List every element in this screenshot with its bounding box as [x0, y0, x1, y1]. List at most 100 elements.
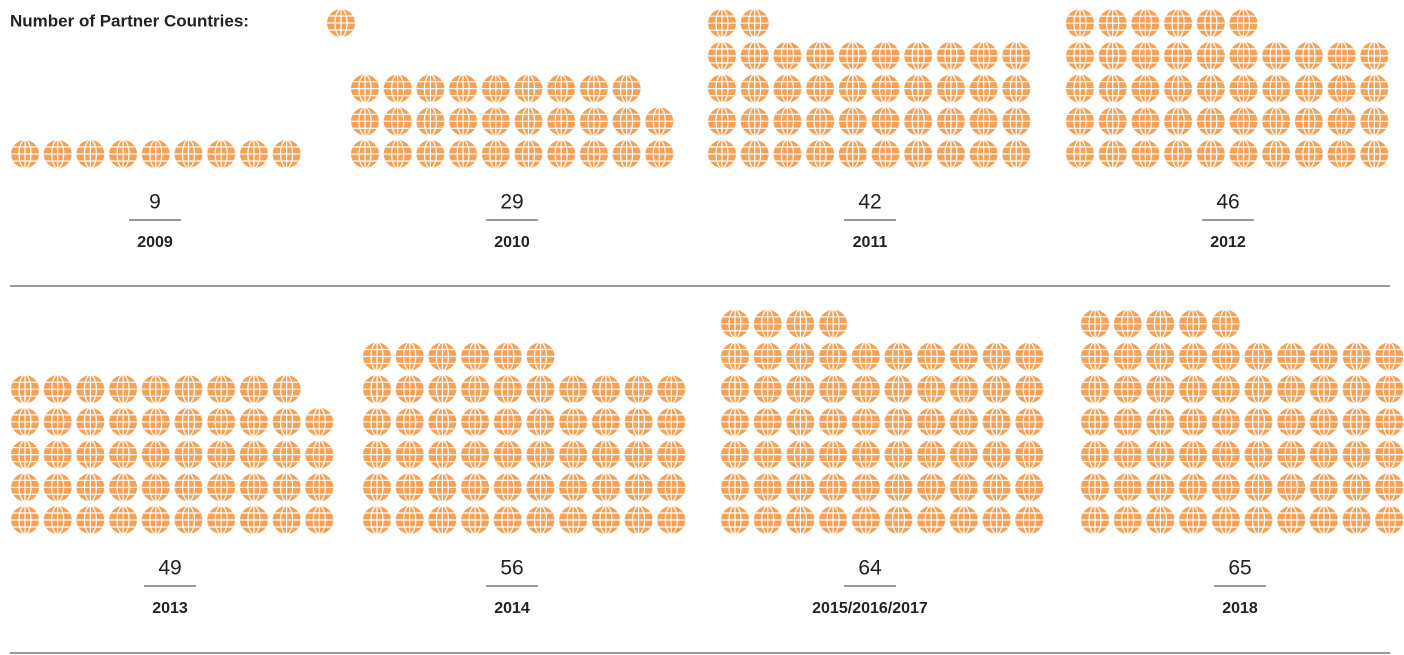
globe [1228, 8, 1259, 38]
globe [1196, 8, 1226, 38]
globe [43, 374, 73, 404]
globe [785, 407, 816, 437]
globe [656, 440, 686, 470]
globe [1276, 341, 1306, 372]
globe [1098, 106, 1128, 136]
globe [272, 374, 302, 404]
globe [611, 106, 642, 136]
globe [753, 341, 783, 372]
globe [1113, 440, 1143, 470]
globe [981, 440, 1012, 470]
globe [350, 106, 380, 136]
globe [1098, 73, 1128, 104]
globe [481, 139, 511, 169]
globe [1163, 8, 1193, 38]
globe [591, 440, 621, 470]
globe [591, 407, 621, 437]
globe [1001, 139, 1031, 169]
globe [1080, 407, 1110, 437]
year-label: 2009 [137, 234, 173, 251]
globe [239, 407, 269, 437]
year-label: 2015/2016/2017 [812, 600, 928, 617]
globe [1326, 73, 1357, 104]
globe [239, 374, 269, 404]
globe [707, 41, 737, 71]
globe [1294, 139, 1324, 169]
globe [1374, 341, 1404, 372]
globe [1341, 374, 1372, 404]
globe [1326, 139, 1357, 169]
globe [304, 472, 334, 502]
globe [1261, 73, 1291, 104]
globe [1309, 505, 1339, 535]
globe [493, 341, 523, 372]
globe [707, 73, 737, 104]
globe [427, 440, 457, 470]
globe [415, 139, 445, 169]
globe [851, 440, 881, 470]
globe [513, 73, 544, 104]
globe [1341, 505, 1372, 535]
globe [1196, 41, 1226, 71]
globe [1130, 8, 1161, 38]
year-label: 2012 [1210, 234, 1246, 251]
globe [883, 341, 914, 372]
globe [1261, 139, 1291, 169]
globe [1178, 440, 1208, 470]
globe [936, 41, 966, 71]
globe [903, 73, 933, 104]
globe [108, 374, 138, 404]
globe [936, 139, 966, 169]
globe [981, 472, 1012, 502]
globe [1341, 341, 1372, 372]
globe [916, 505, 946, 535]
globe [883, 472, 914, 502]
globe [720, 407, 750, 437]
globe [1145, 440, 1176, 470]
year-label: 2018 [1222, 600, 1258, 617]
globe [173, 505, 204, 535]
globe [239, 505, 269, 535]
globe [838, 106, 868, 136]
count-label: 65 [1228, 557, 1251, 580]
globe [772, 41, 803, 71]
globe [623, 407, 654, 437]
globe [818, 505, 848, 535]
globe [43, 407, 73, 437]
globe [272, 407, 302, 437]
globe [1309, 407, 1339, 437]
globe [108, 440, 138, 470]
globe [460, 505, 490, 535]
globe [968, 73, 999, 104]
globe [1178, 505, 1208, 535]
globe [493, 374, 523, 404]
globe [1001, 73, 1031, 104]
globe [525, 407, 556, 437]
globe [818, 309, 848, 339]
count-label: 46 [1216, 191, 1239, 214]
globe [10, 505, 40, 535]
globe [395, 341, 425, 372]
count-label: 49 [158, 557, 181, 580]
globe [173, 374, 204, 404]
globe [427, 472, 457, 502]
globe [395, 407, 425, 437]
globe [1228, 106, 1259, 136]
globe [1228, 41, 1259, 71]
globe [10, 139, 40, 169]
globe [1014, 472, 1044, 502]
globe [304, 407, 334, 437]
globe [591, 505, 621, 535]
globe [818, 472, 848, 502]
count-label: 42 [858, 191, 881, 214]
legend-label: Number of Partner Countries: [10, 11, 249, 30]
globe [1196, 139, 1226, 169]
globe [720, 505, 750, 535]
globe [936, 106, 966, 136]
globe [1080, 440, 1110, 470]
globe [1374, 374, 1404, 404]
globe [851, 374, 881, 404]
globe [1098, 8, 1128, 38]
globe [1211, 440, 1241, 470]
globe [395, 374, 425, 404]
